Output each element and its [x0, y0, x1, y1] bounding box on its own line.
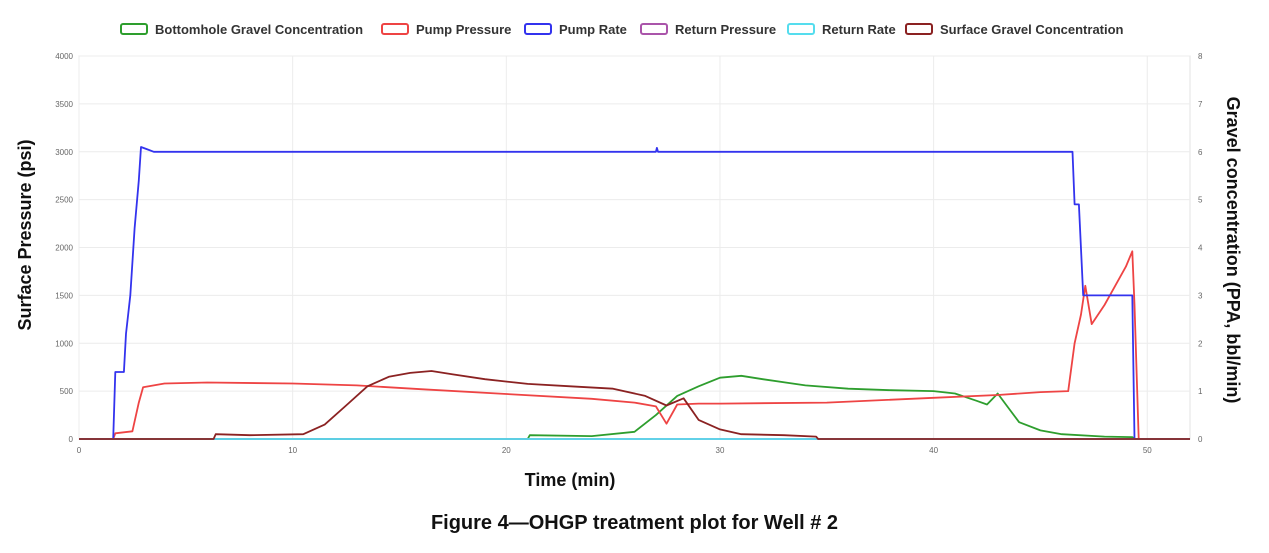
series-line-bottomhole-gravel-concentration	[79, 374, 1190, 440]
legend-label-return-pressure: Return Pressure	[675, 22, 776, 37]
y-right-tick-label: 6	[1198, 148, 1203, 157]
legend-swatch-surface-gravel-concentration	[905, 23, 933, 35]
series-line-pump-pressure	[79, 250, 1190, 440]
figure-caption: Figure 4—OHGP treatment plot for Well # …	[430, 512, 839, 534]
y-right-tick-label: 3	[1198, 291, 1203, 300]
tick-labels: 0500100015002000250030003500400001234567…	[55, 52, 1203, 455]
y-left-tick-label: 2000	[55, 244, 73, 253]
x-tick-label: 20	[502, 446, 511, 455]
legend-label-return-rate: Return Rate	[822, 22, 896, 37]
series-lines	[79, 146, 1190, 440]
x-tick-label: 10	[288, 446, 297, 455]
y-axis-right-title: Gravel concentration (PPA, bbl/min)	[1223, 97, 1243, 404]
y-left-tick-label: 3500	[55, 100, 73, 109]
y-left-tick-label: 500	[60, 387, 74, 396]
y-left-tick-label: 1000	[55, 339, 73, 348]
y-axis-left-title: Surface Pressure (psi)	[15, 139, 35, 330]
y-left-tick-label: 3000	[55, 148, 73, 157]
legend-swatch-bottomhole-gravel-concentration	[120, 23, 148, 35]
y-left-tick-label: 0	[69, 435, 74, 444]
legend-label-surface-gravel-concentration: Surface Gravel Concentration	[940, 22, 1124, 37]
y-right-tick-label: 5	[1198, 196, 1203, 205]
y-right-tick-label: 4	[1198, 244, 1203, 253]
y-right-tick-label: 7	[1198, 100, 1203, 109]
y-left-tick-label: 4000	[55, 52, 73, 61]
legend: Bottomhole Gravel Concentration Pump Pres…	[120, 22, 1124, 37]
y-left-tick-label: 2500	[55, 196, 73, 205]
legend-swatch-pump-rate	[524, 23, 552, 35]
grid	[78, 55, 1191, 440]
legend-label-pump-pressure: Pump Pressure	[416, 22, 511, 37]
legend-swatch-return-pressure	[640, 23, 668, 35]
y-right-tick-label: 1	[1198, 387, 1203, 396]
x-axis-title: Time (min)	[525, 470, 616, 490]
x-tick-label: 50	[1143, 446, 1152, 455]
x-tick-label: 30	[716, 446, 725, 455]
x-tick-label: 0	[77, 446, 82, 455]
series-line-pump-rate	[79, 146, 1190, 440]
legend-label-pump-rate: Pump Rate	[559, 22, 627, 37]
y-right-tick-label: 8	[1198, 52, 1203, 61]
legend-swatch-pump-pressure	[381, 23, 409, 35]
x-tick-label: 40	[929, 446, 938, 455]
series-line-surface-gravel-concentration	[79, 370, 1190, 440]
y-left-tick-label: 1500	[55, 291, 73, 300]
legend-swatch-return-rate	[787, 23, 815, 35]
legend-label-bottomhole-gravel-concentration: Bottomhole Gravel Concentration	[155, 22, 363, 37]
y-right-tick-label: 0	[1198, 435, 1203, 444]
y-right-tick-label: 2	[1198, 339, 1203, 348]
